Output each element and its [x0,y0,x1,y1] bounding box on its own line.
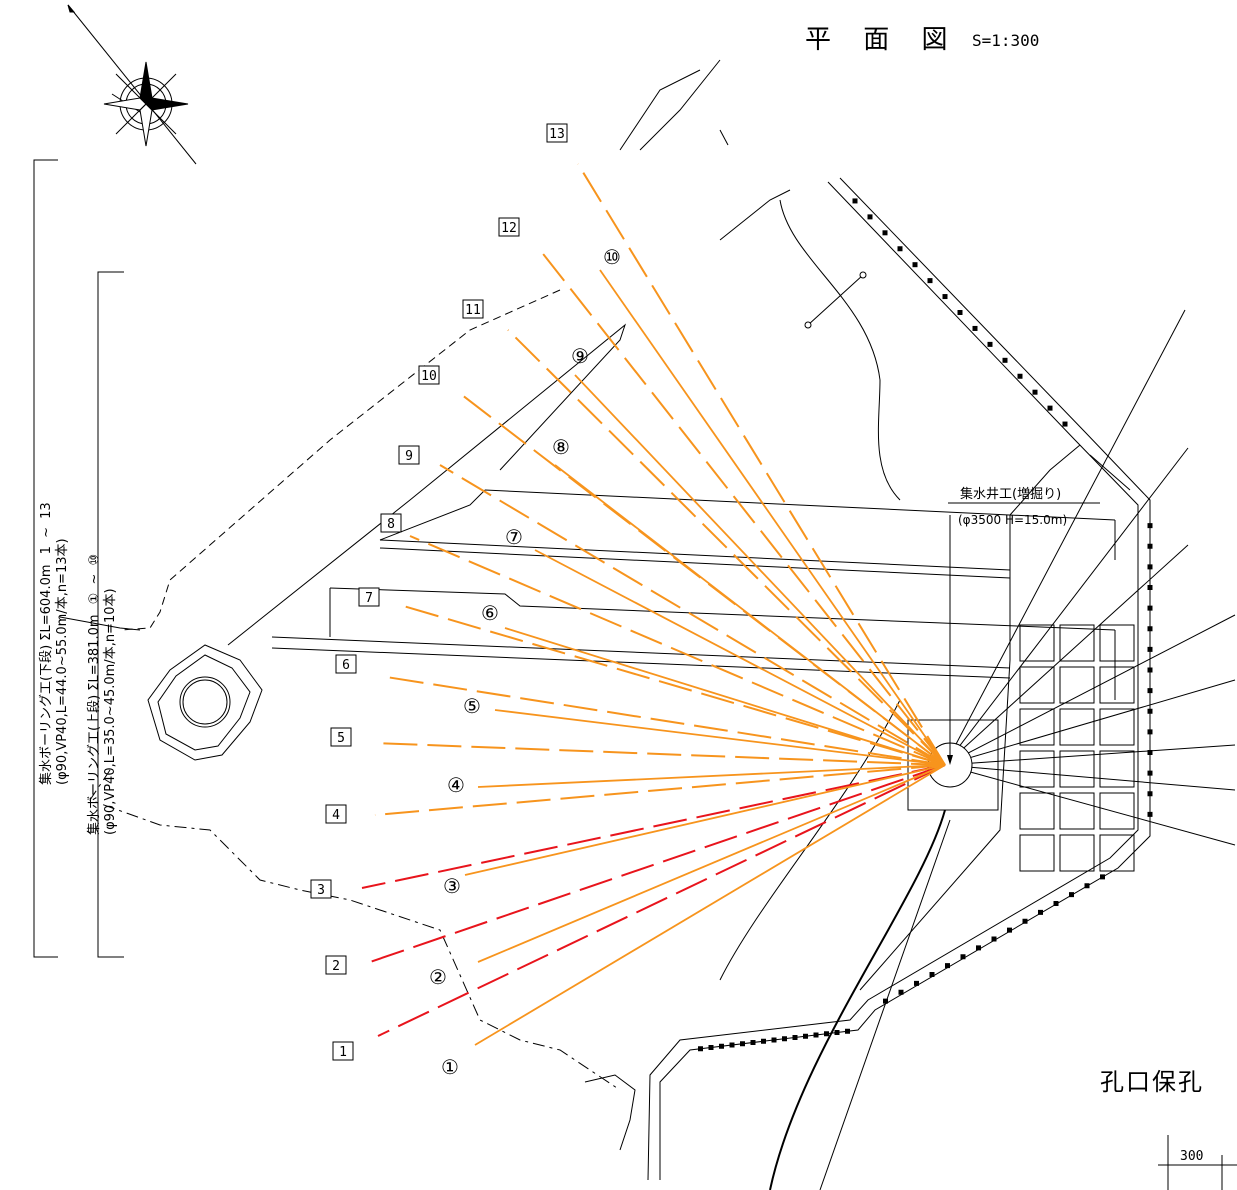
upper-bore-line [494,709,946,766]
lower-bore-number: 11 [465,303,481,318]
lower-bore-label: 10 [418,365,440,385]
lower-bore-number: 8 [387,517,395,532]
lower-bore-line [377,764,946,1037]
lower-bore-number: 4 [332,808,340,823]
upper-tier-bores [464,269,946,1046]
well-label: 集水井工(増掘り) [960,486,1061,502]
well-spec: (φ3500 H=15.0m) [958,513,1067,527]
site-linework [59,59,1236,1190]
lower-bore-label: 4 [325,804,347,824]
lower-bore-line [369,764,946,963]
lower-bore-line [439,464,946,766]
side-label: 孔口保孔 [1100,1068,1204,1096]
upper-bore-number: ⑩ [603,245,621,269]
lower-bore-label: 13 [546,123,568,143]
upper-bore-number: ② [429,965,447,989]
compass-rose-icon [67,4,197,165]
upper-bore-number: ③ [443,874,461,898]
drawing-title: 平 面 図 [805,25,960,55]
upper-bore-number: ⑤ [463,694,481,718]
upper-bore-line [534,549,946,766]
upper-tier-detail: (φ90,VP40,L=35.0~45.0m/本,n=10本) [103,588,118,835]
lower-bore-line [374,742,946,766]
lower-bore-label: 8 [380,513,402,533]
lower-bore-label: 1 [332,1041,354,1061]
lower-tier-label: 集水ボーリング工(下段) ΣL=604.0m [38,564,54,785]
lower-bore-label: 7 [358,587,380,607]
lower-tier-bores [361,163,946,1037]
upper-tier-label: 集水ボーリング工(上段) ΣL=381.0m [86,614,102,835]
upper-bore-line [554,464,946,766]
lower-bore-number: 1 [339,1045,347,1060]
upper-tier-range-start: ① [87,593,102,605]
lower-bore-number: 10 [421,369,437,384]
lower-bore-number: 7 [365,591,373,606]
upper-bore-number: ⑧ [552,435,570,459]
upper-bore-number: ⑨ [571,344,589,368]
lower-bore-line [399,604,946,766]
lower-tier-bracket [33,159,58,958]
lower-bore-label: 11 [462,299,484,319]
lower-bore-line [409,535,946,766]
lower-tier-detail: (φ90,VP40,L=44.0~55.0m/本,n=13本) [55,538,70,785]
upper-bore-line [574,374,946,766]
lower-bore-line [507,329,946,766]
lower-bore-number: 2 [332,959,340,974]
upper-bore-number: ⑦ [505,525,523,549]
lower-bore-label: 5 [330,727,352,747]
lower-bore-label: 9 [398,445,420,465]
svg-text:集水ボーリング工(上段) ΣL=381.0m ①: 集水ボーリング工(上段) ΣL=381.0m ① ~ ⑩ [86,554,102,835]
upper-bore-line [477,764,946,788]
lower-bore-line [379,675,946,766]
lower-bore-number: 3 [317,883,325,898]
lower-bore-line [361,764,946,889]
lower-tier-range-end: 13 [39,502,54,519]
lower-bore-line [539,249,946,766]
lower-tier-range-start: 1 [39,546,54,554]
svg-text:集水ボーリング工(下段) ΣL=604.0m 1: 集水ボーリング工(下段) ΣL=604.0m 1 ~ 13 [38,502,54,785]
upper-bore-line [599,269,946,766]
upper-tier-bracket [97,271,124,958]
dimension-marker [1158,1135,1237,1190]
upper-bore-number: ① [441,1055,459,1079]
lower-bore-number: 13 [549,127,565,142]
drawing-scale: S=1:300 [972,31,1039,50]
upper-bore-number: ④ [447,773,465,797]
dimension-value: 300 [1180,1149,1203,1164]
upper-bore-line [464,764,946,876]
upper-tier-range-sep: ~ [87,574,102,585]
lower-bore-line [374,764,946,816]
upper-tier-range-end: ⑩ [87,554,102,566]
upper-bore-line [477,764,946,963]
lower-bore-number: 12 [501,221,517,236]
upper-bore-line [474,764,946,1046]
upper-tier-spec: 集水ボーリング工(上段) ΣL=381.0m ① ~ ⑩ (φ90,VP40,L… [86,554,118,835]
lower-bore-label: 12 [498,217,520,237]
lower-bore-number: 6 [342,658,350,673]
lower-tier-spec: 集水ボーリング工(下段) ΣL=604.0m 1 ~ 13 (φ90,VP40,… [38,502,70,785]
upper-tier-labels: ① ② ③ ④ ⑤ ⑥ ⑦ ⑧ ⑨ ⑩ [429,245,621,1079]
upper-bore-number: ⑥ [481,601,499,625]
lower-bore-number: 9 [405,449,413,464]
lower-bore-number: 5 [337,731,345,746]
lower-bore-label: 2 [325,955,347,975]
well-annotation: 集水井工(増掘り) (φ3500 H=15.0m) [948,486,1100,527]
lower-tier-range-sep: ~ [39,527,54,538]
lower-bore-line [577,163,946,766]
upper-bore-line [504,627,946,766]
lower-bore-label: 6 [335,654,357,674]
lower-bore-label: 3 [310,879,332,899]
